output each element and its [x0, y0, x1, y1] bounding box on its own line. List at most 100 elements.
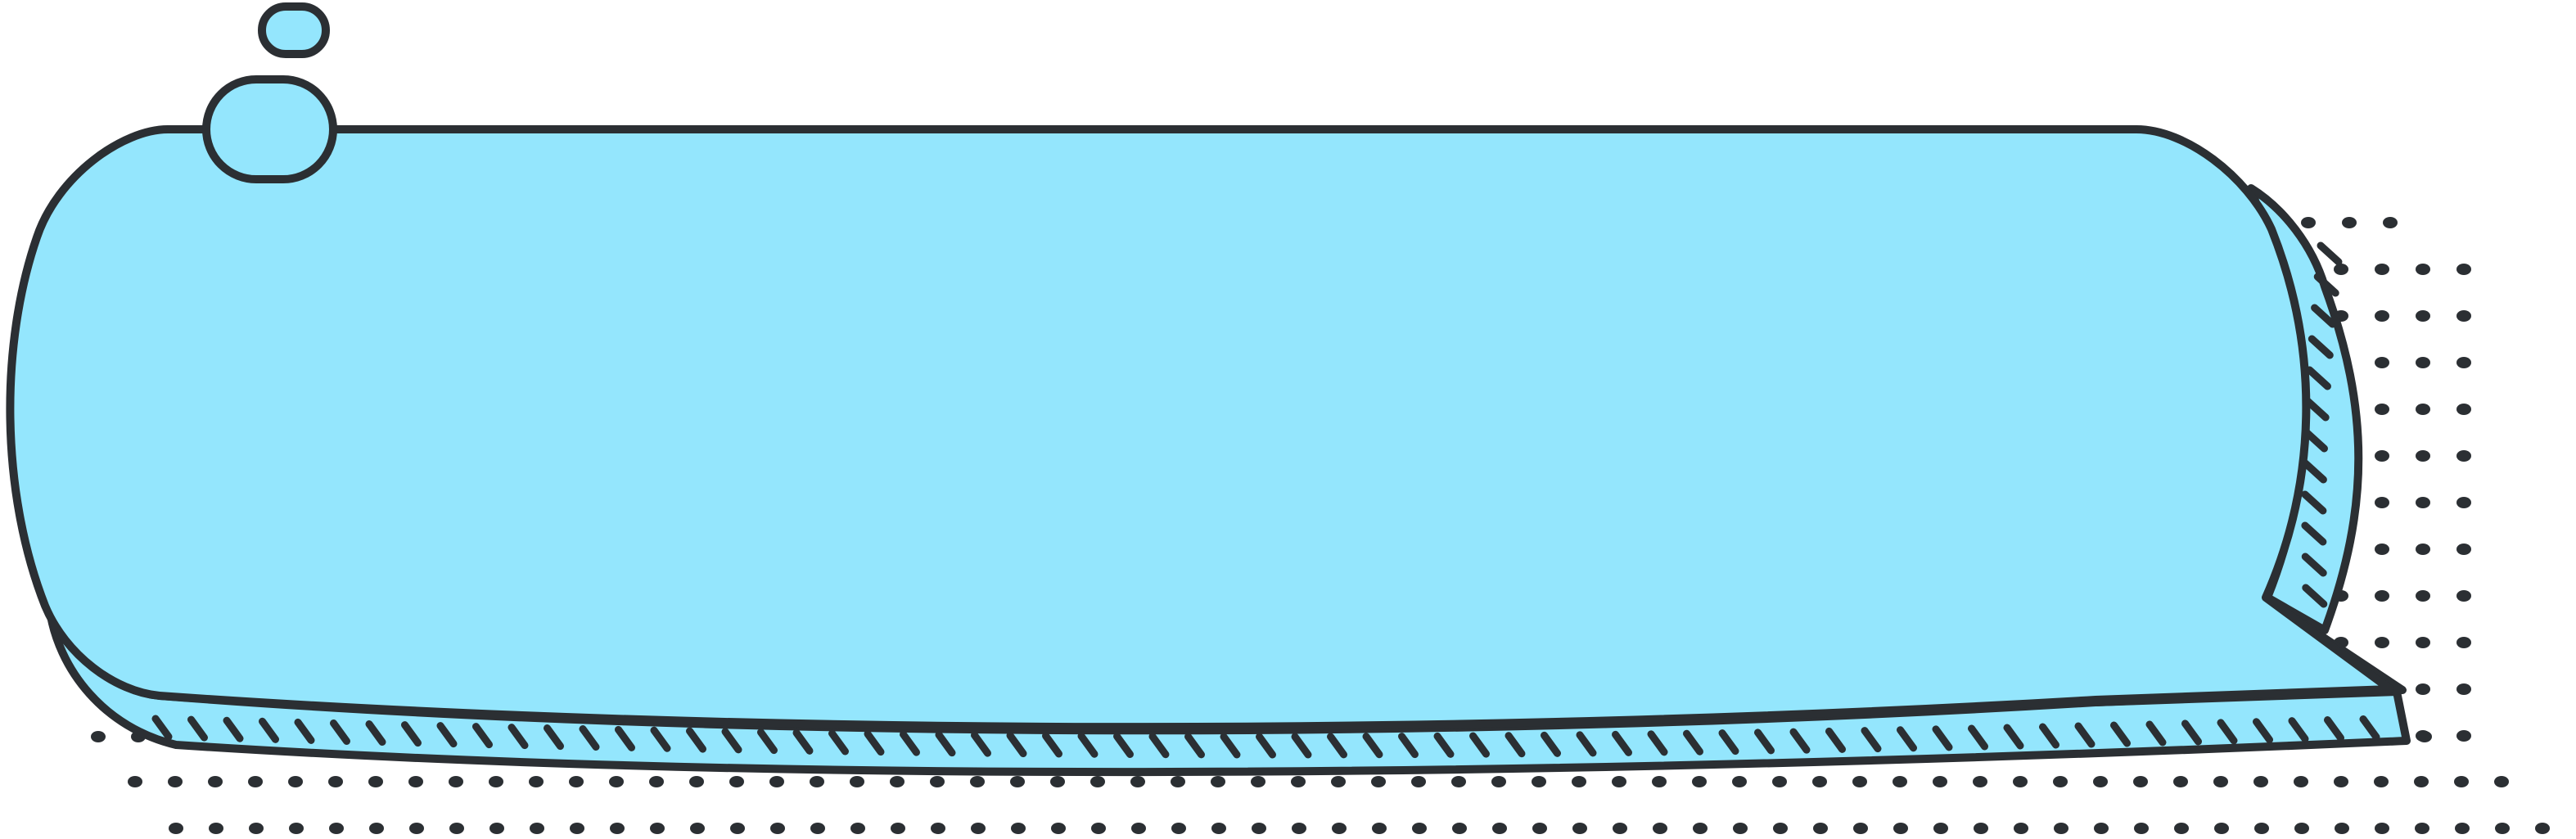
halftone-dot [2014, 823, 2028, 834]
hatch-mark [2217, 719, 2238, 745]
halftone-dot [2416, 683, 2430, 695]
halftone-dot [1572, 823, 1587, 834]
halftone-dot [1211, 776, 1225, 787]
halftone-dot [1251, 776, 1265, 787]
halftone-dot [2173, 776, 2188, 787]
halftone-dot [1211, 823, 1226, 834]
hatch-mark [900, 730, 920, 756]
halftone-dot [289, 823, 304, 834]
halftone-dot [409, 823, 424, 834]
hatch-mark [1647, 730, 1668, 756]
halftone-dot [1091, 823, 1106, 834]
halftone-dot [1171, 823, 1186, 834]
halftone-dot [1532, 776, 1546, 787]
halftone-dot [169, 823, 183, 834]
halftone-dot [2414, 776, 2429, 787]
halftone-dot [971, 823, 986, 834]
halftone-dot [530, 823, 544, 834]
hatch-mark [2302, 584, 2328, 608]
halftone-dot [650, 823, 665, 834]
halftone-dot [850, 776, 864, 787]
bubble-circle-small-icon [258, 2, 330, 58]
halftone-dot [2375, 497, 2389, 508]
halftone-dot [2375, 544, 2389, 555]
hatch-mark [1148, 733, 1170, 759]
halftone-dot [2416, 450, 2430, 462]
hatch-mark [1077, 732, 1099, 758]
hatch-mark [1683, 729, 1703, 756]
hatch-mark [2305, 366, 2331, 390]
halftone-dot [1130, 776, 1145, 787]
hatch-mark [1541, 731, 1561, 757]
halftone-dot [890, 776, 905, 787]
halftone-dot [1371, 776, 1386, 787]
halftone-dot [1653, 823, 1667, 834]
halftone-dot [1893, 776, 1907, 787]
halftone-dot [1411, 776, 1426, 787]
halftone-dot [329, 823, 344, 834]
halftone-dot [2053, 776, 2068, 787]
halftone-dot [2456, 730, 2471, 742]
halftone-dot [208, 776, 223, 787]
halftone-dot [2416, 264, 2430, 275]
hatch-mark [294, 718, 315, 744]
halftone-dot [1693, 823, 1708, 834]
hatch-mark [151, 715, 173, 741]
hatch-mark [1932, 725, 1953, 751]
hatch-mark [757, 728, 778, 755]
halftone-dot [2134, 823, 2149, 834]
hatch-mark [579, 724, 600, 751]
halftone-dot [770, 823, 785, 834]
hatch-mark [2308, 335, 2334, 359]
halftone-dot [2456, 357, 2471, 368]
halftone-dot [2375, 590, 2389, 602]
halftone-dot [690, 823, 705, 834]
hatch-mark [2110, 721, 2131, 747]
bubble-circle-large-icon [202, 75, 337, 183]
hatch-mark [2301, 521, 2327, 546]
hatch-mark [187, 715, 208, 742]
halftone-dot [288, 776, 303, 787]
halftone-dot [2214, 823, 2229, 834]
halftone-dot [529, 776, 544, 787]
halftone-dot [2174, 823, 2189, 834]
hatch-mark [1576, 731, 1597, 757]
halftone-dot [2456, 683, 2471, 695]
halftone-dot [2456, 310, 2471, 322]
halftone-dot [1332, 823, 1347, 834]
hatch-mark [1754, 728, 1775, 755]
hatch-mark [1897, 726, 1917, 752]
hatch-mark [2324, 716, 2344, 742]
halftone-dot [128, 776, 142, 787]
halftone-dot [570, 823, 584, 834]
halftone-dot [2535, 823, 2550, 834]
halftone-dot [2456, 590, 2471, 602]
halftone-dot [1893, 823, 1908, 834]
hatch-mark [935, 731, 956, 757]
halftone-dot [2456, 404, 2471, 415]
halftone-dot [2495, 823, 2510, 834]
halftone-dot [850, 823, 865, 834]
hatch-mark [1433, 732, 1455, 758]
hatch-mark [1362, 733, 1383, 759]
halftone-dot [1412, 823, 1427, 834]
halftone-dot [2375, 450, 2389, 462]
halftone-dot [2455, 823, 2470, 834]
halftone-dot [2456, 637, 2471, 648]
halftone-dot [449, 823, 464, 834]
halftone-dot [1853, 823, 1868, 834]
halftone-dot [1011, 823, 1026, 834]
hatch-mark [2311, 304, 2337, 328]
halftone-dot [2456, 264, 2471, 275]
halftone-dot [730, 823, 745, 834]
halftone-dot [810, 776, 824, 787]
halftone-dot [2383, 217, 2398, 228]
halftone-dot [1050, 776, 1065, 787]
hatch-mark [1469, 732, 1490, 758]
halftone-dot [2054, 823, 2068, 834]
halftone-dot [1131, 823, 1146, 834]
hatch-mark [2301, 490, 2327, 515]
halftone-dot [2416, 497, 2430, 508]
